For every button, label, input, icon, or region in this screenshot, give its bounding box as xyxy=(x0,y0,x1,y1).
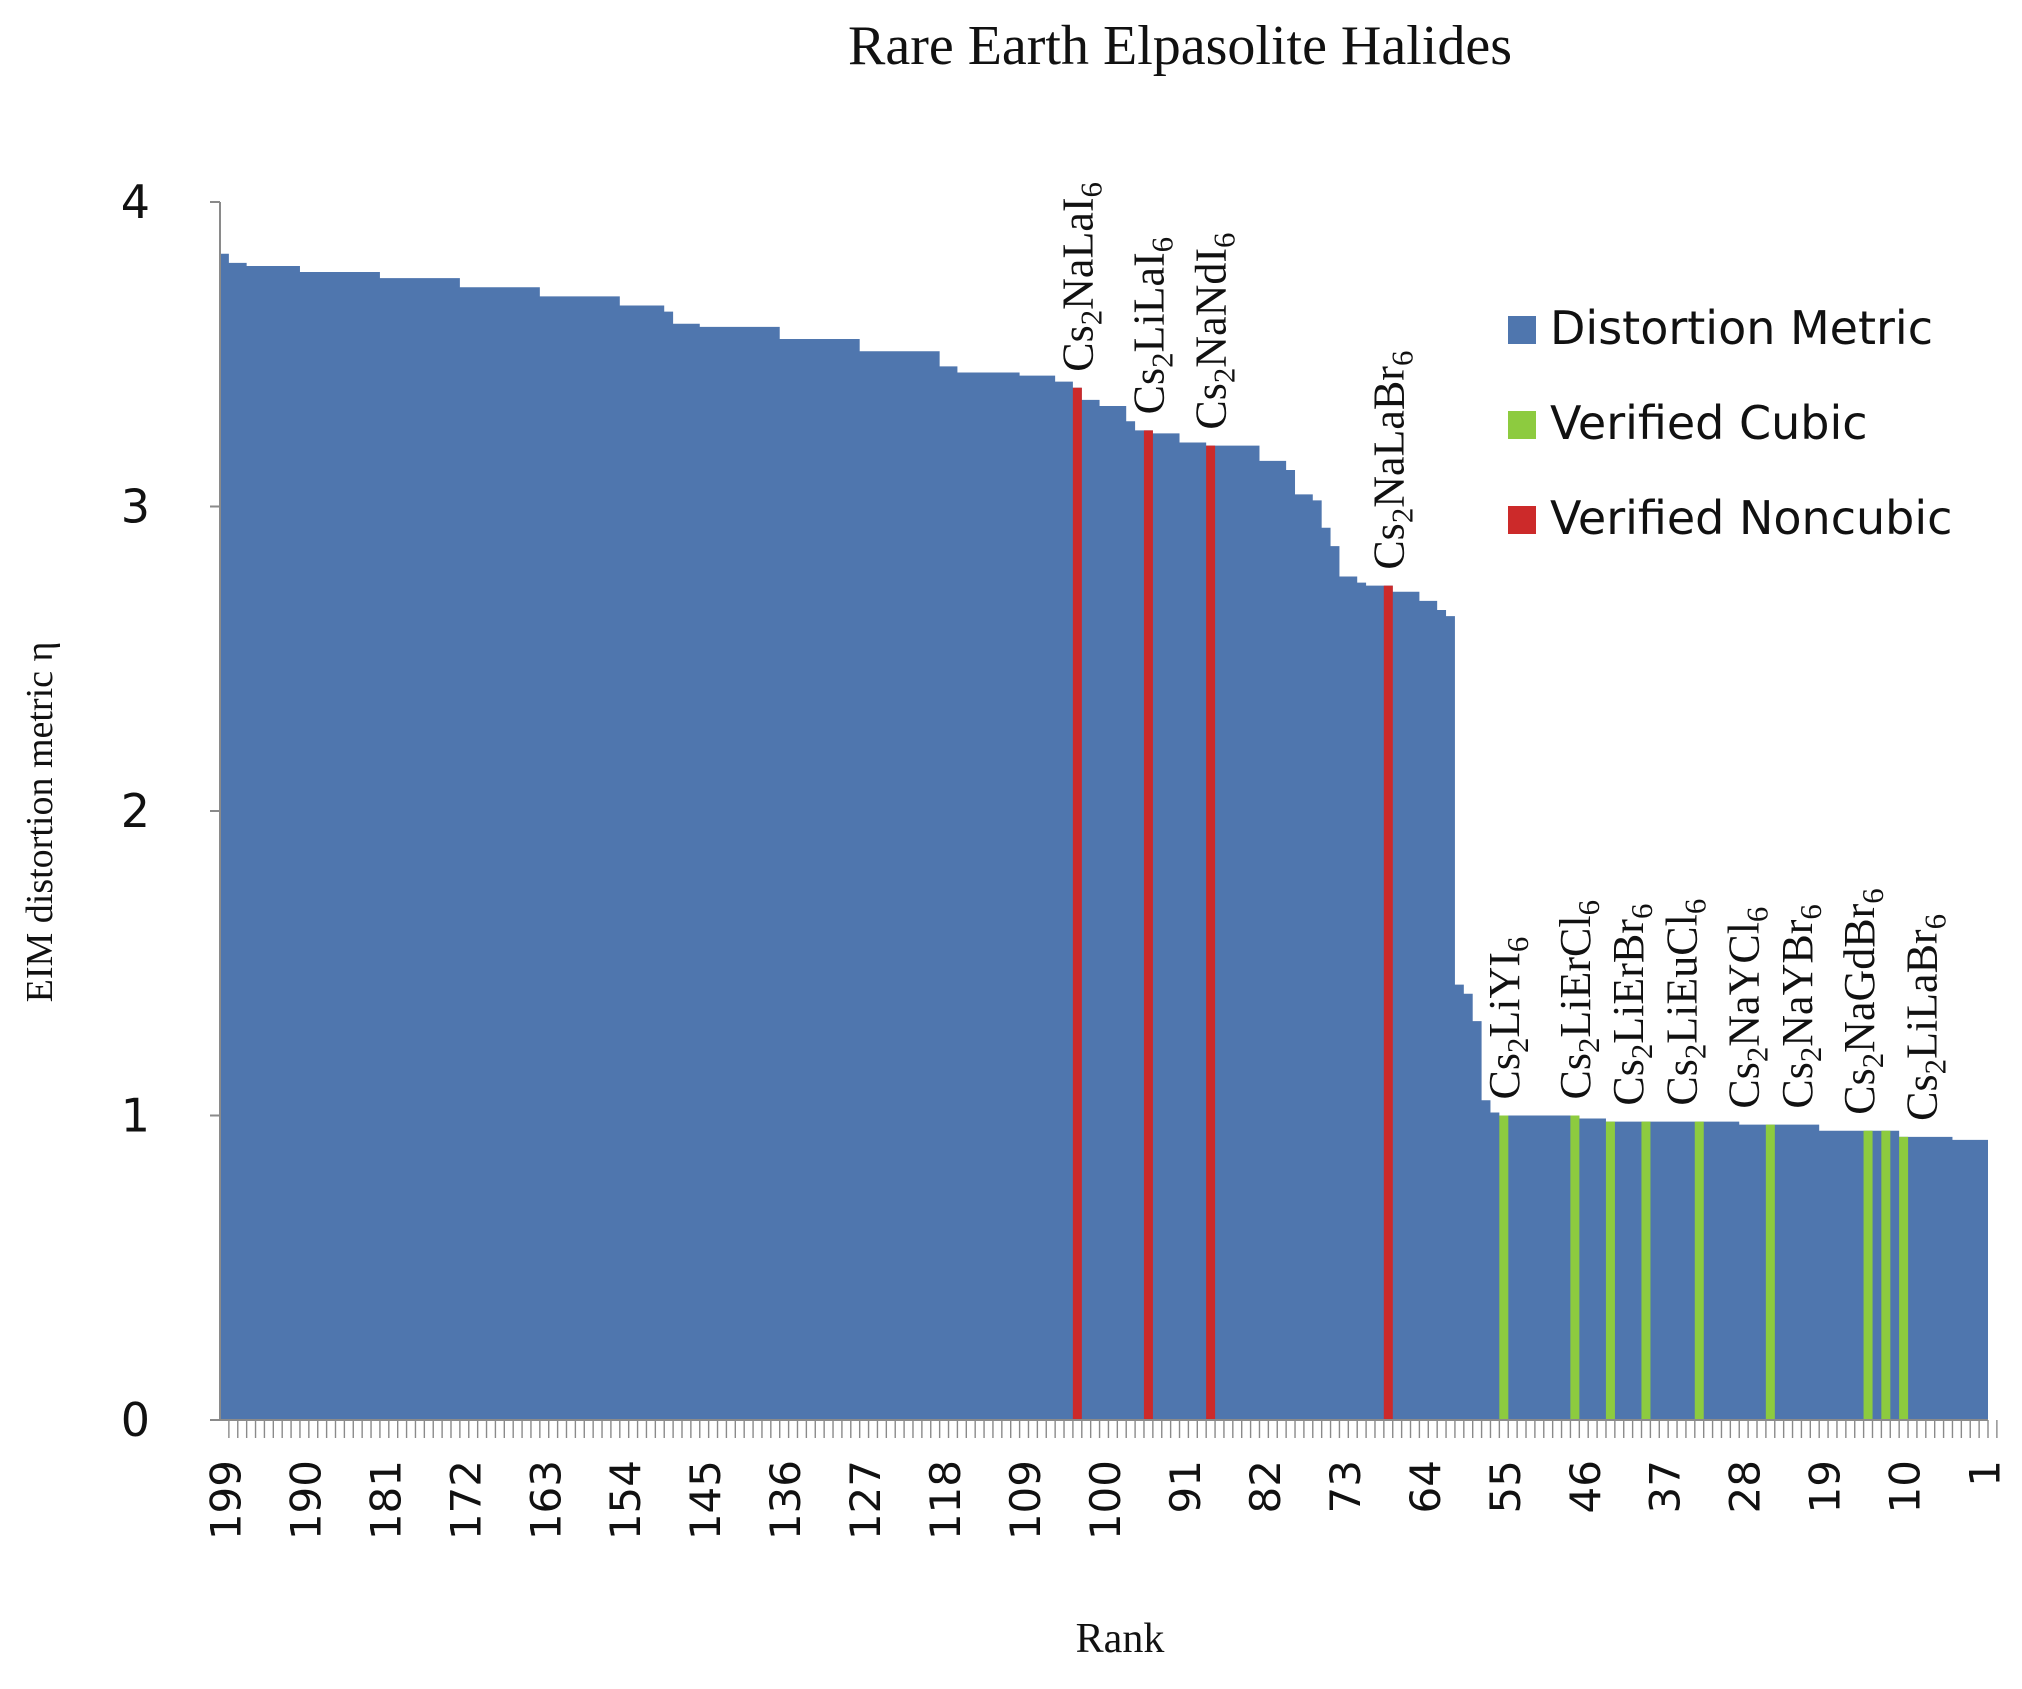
x-tick-label: 109 xyxy=(1001,1460,1050,1540)
x-tick-label: 55 xyxy=(1481,1460,1530,1513)
compound-label: Cs2LiEuCl6 xyxy=(1657,899,1712,1106)
verified-cubic-marker xyxy=(1641,1121,1651,1420)
compound-label: Cs2LiYI6 xyxy=(1480,937,1535,1100)
verified-noncubic-marker xyxy=(1383,585,1393,1420)
verified-cubic-marker xyxy=(1570,1115,1580,1420)
compound-label: Cs2NaLaBr6 xyxy=(1364,351,1419,570)
marker-layer xyxy=(1072,387,1909,1421)
y-tick-label: 2 xyxy=(121,784,150,838)
compound-label: Cs2LiLaI6 xyxy=(1124,237,1179,414)
legend-label: Verified Noncubic xyxy=(1550,491,1952,545)
x-tick-label: 118 xyxy=(921,1460,970,1540)
compound-label: Cs2NaNdI6 xyxy=(1187,233,1242,430)
plot-area xyxy=(220,253,1988,1420)
compound-label: Cs2NaGdBr6 xyxy=(1835,888,1890,1114)
verified-cubic-marker xyxy=(1499,1115,1509,1420)
x-tick-label: 199 xyxy=(201,1460,250,1540)
distortion-metric-area xyxy=(220,253,1988,1420)
x-tick-label: 28 xyxy=(1721,1460,1770,1513)
y-tick-label: 1 xyxy=(121,1089,150,1143)
legend-label: Verified Cubic xyxy=(1550,396,1868,450)
x-tick-label: 163 xyxy=(521,1460,570,1540)
legend-swatch xyxy=(1508,411,1536,439)
x-tick-label: 154 xyxy=(601,1460,650,1540)
x-tick-label: 19 xyxy=(1801,1460,1850,1513)
x-tick-label: 145 xyxy=(681,1460,730,1540)
x-tick-label: 181 xyxy=(361,1460,410,1540)
y-axis-label: EIM distortion metric η xyxy=(19,642,61,1003)
verified-cubic-marker xyxy=(1863,1130,1873,1420)
y-tick-label: 0 xyxy=(121,1393,150,1447)
compound-label: Cs2NaYBr6 xyxy=(1773,904,1828,1108)
compound-label: Cs2NaLaI6 xyxy=(1053,182,1108,372)
x-tick-label: 10 xyxy=(1881,1460,1930,1513)
verified-cubic-marker xyxy=(1899,1136,1909,1420)
x-tick-label: 91 xyxy=(1161,1460,1210,1513)
verified-cubic-marker xyxy=(1694,1121,1704,1420)
x-tick-label: 73 xyxy=(1321,1460,1370,1513)
x-tick-labels: 199 190 181 172 163 154 145 136 127 118 109 100 91 82… xyxy=(201,1460,2009,1540)
compound-label: Cs2NaYCl6 xyxy=(1720,907,1775,1109)
y-tick-labels: 0 1 2 3 4 xyxy=(121,175,150,1447)
x-tick-label: 1 xyxy=(1961,1460,2010,1487)
verified-noncubic-marker xyxy=(1143,430,1153,1421)
x-tick-label: 46 xyxy=(1561,1460,1610,1513)
x-axis-label: Rank xyxy=(1076,1616,1165,1662)
x-tick-label: 82 xyxy=(1241,1460,1290,1513)
x-tick-label: 127 xyxy=(841,1460,890,1540)
axes xyxy=(210,201,1998,1438)
x-tick-label: 64 xyxy=(1401,1460,1450,1513)
compound-label: Cs2LiLaBr6 xyxy=(1897,914,1952,1121)
compound-label: Cs2LiErBr6 xyxy=(1604,904,1659,1106)
x-tick-label: 37 xyxy=(1641,1460,1690,1513)
verified-cubic-marker xyxy=(1881,1130,1891,1420)
legend: Distortion Metric Verified Cubic Verified … xyxy=(1508,301,1952,545)
x-tick-label: 100 xyxy=(1081,1460,1130,1540)
verified-noncubic-marker xyxy=(1072,387,1082,1420)
x-tick-label: 136 xyxy=(761,1460,810,1540)
chart-title: Rare Earth Elpasolite Halides xyxy=(848,15,1512,77)
legend-swatch xyxy=(1508,506,1536,534)
verified-noncubic-marker xyxy=(1206,445,1216,1421)
x-tick-label: 172 xyxy=(441,1460,490,1540)
y-tick-label: 4 xyxy=(121,175,150,229)
verified-cubic-marker xyxy=(1605,1121,1615,1420)
y-tick-label: 3 xyxy=(121,480,150,534)
x-tick-label: 190 xyxy=(281,1460,330,1540)
legend-swatch xyxy=(1508,316,1536,344)
verified-cubic-marker xyxy=(1765,1124,1775,1420)
compound-label: Cs2LiErCl6 xyxy=(1551,900,1606,1100)
legend-label: Distortion Metric xyxy=(1550,301,1933,355)
